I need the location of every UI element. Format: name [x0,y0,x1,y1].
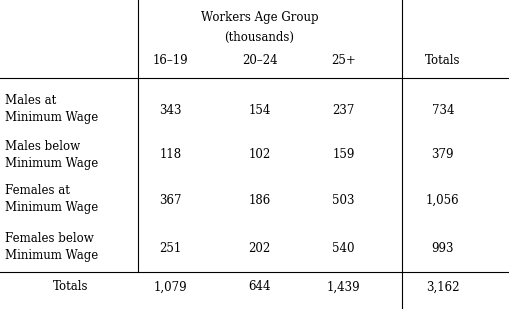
Text: 993: 993 [432,242,454,255]
Text: 1,056: 1,056 [426,193,460,206]
Text: Totals: Totals [425,53,461,66]
Text: Totals: Totals [53,281,88,294]
Text: 16–19: 16–19 [153,53,188,66]
Text: Minimum Wage: Minimum Wage [5,112,98,125]
Text: Females below: Females below [5,232,93,245]
Text: Males at: Males at [5,95,56,108]
Text: 644: 644 [248,281,271,294]
Text: 20–24: 20–24 [242,53,277,66]
Text: 3,162: 3,162 [426,281,460,294]
Text: Minimum Wage: Minimum Wage [5,249,98,263]
Text: Minimum Wage: Minimum Wage [5,156,98,170]
Text: 186: 186 [248,193,271,206]
Text: Females at: Females at [5,184,69,197]
Text: Males below: Males below [5,139,80,153]
Text: 367: 367 [159,193,182,206]
Text: 251: 251 [159,242,182,255]
Text: 159: 159 [332,149,355,162]
Text: Workers Age Group: Workers Age Group [201,11,319,23]
Text: 102: 102 [248,149,271,162]
Text: 379: 379 [432,149,454,162]
Text: 154: 154 [248,104,271,116]
Text: 202: 202 [248,242,271,255]
Text: 734: 734 [432,104,454,116]
Text: 540: 540 [332,242,355,255]
Text: 343: 343 [159,104,182,116]
Text: 1,439: 1,439 [327,281,360,294]
Text: 25+: 25+ [331,53,356,66]
Text: 237: 237 [332,104,355,116]
Text: 1,079: 1,079 [154,281,187,294]
Text: 503: 503 [332,193,355,206]
Text: Minimum Wage: Minimum Wage [5,201,98,214]
Text: 118: 118 [159,149,182,162]
Text: (thousands): (thousands) [224,31,295,44]
